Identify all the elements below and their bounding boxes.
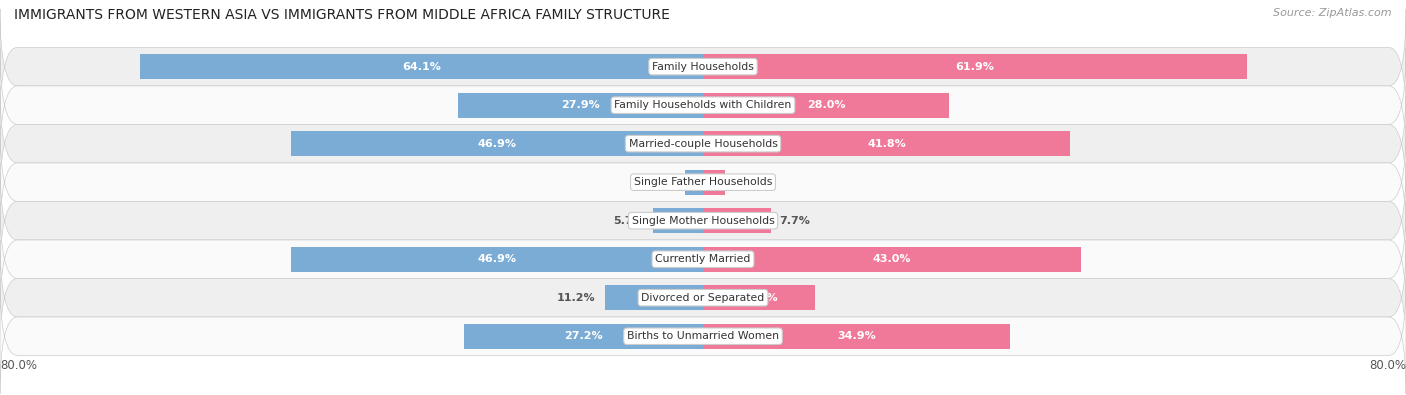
Text: 80.0%: 80.0% — [0, 359, 37, 372]
Text: 2.1%: 2.1% — [645, 177, 676, 187]
Bar — [139, 54, 703, 79]
Text: Family Households: Family Households — [652, 62, 754, 71]
Text: 46.9%: 46.9% — [478, 139, 516, 149]
Bar — [703, 54, 1247, 79]
Text: 7.7%: 7.7% — [779, 216, 810, 226]
FancyBboxPatch shape — [0, 86, 1406, 201]
Text: 64.1%: 64.1% — [402, 62, 441, 71]
Bar — [703, 285, 814, 310]
Bar — [703, 208, 770, 233]
Bar — [703, 170, 725, 195]
FancyBboxPatch shape — [0, 163, 1406, 278]
FancyBboxPatch shape — [0, 9, 1406, 124]
FancyBboxPatch shape — [0, 201, 1406, 317]
Text: Single Father Households: Single Father Households — [634, 177, 772, 187]
Bar — [703, 93, 949, 118]
Text: Single Mother Households: Single Mother Households — [631, 216, 775, 226]
Bar — [685, 170, 703, 195]
Text: Divorced or Separated: Divorced or Separated — [641, 293, 765, 303]
Text: 12.7%: 12.7% — [740, 293, 778, 303]
Text: 80.0%: 80.0% — [1369, 359, 1406, 372]
Text: 46.9%: 46.9% — [478, 254, 516, 264]
FancyBboxPatch shape — [0, 240, 1406, 356]
Text: 43.0%: 43.0% — [873, 254, 911, 264]
FancyBboxPatch shape — [0, 278, 1406, 394]
Text: 28.0%: 28.0% — [807, 100, 845, 110]
Text: Family Households with Children: Family Households with Children — [614, 100, 792, 110]
Text: IMMIGRANTS FROM WESTERN ASIA VS IMMIGRANTS FROM MIDDLE AFRICA FAMILY STRUCTURE: IMMIGRANTS FROM WESTERN ASIA VS IMMIGRAN… — [14, 8, 669, 22]
Bar — [703, 247, 1081, 272]
Text: 27.9%: 27.9% — [561, 100, 600, 110]
Text: 2.5%: 2.5% — [734, 177, 765, 187]
FancyBboxPatch shape — [0, 124, 1406, 240]
Text: 34.9%: 34.9% — [837, 331, 876, 341]
Bar — [652, 208, 703, 233]
Legend: Immigrants from Western Asia, Immigrants from Middle Africa: Immigrants from Western Asia, Immigrants… — [481, 394, 925, 395]
Bar — [703, 131, 1070, 156]
Text: 41.8%: 41.8% — [868, 139, 905, 149]
Bar — [464, 324, 703, 349]
Text: Married-couple Households: Married-couple Households — [628, 139, 778, 149]
Text: Source: ZipAtlas.com: Source: ZipAtlas.com — [1274, 8, 1392, 18]
Bar — [458, 93, 703, 118]
Text: 11.2%: 11.2% — [557, 293, 596, 303]
Bar — [291, 247, 703, 272]
Text: Births to Unmarried Women: Births to Unmarried Women — [627, 331, 779, 341]
Text: Currently Married: Currently Married — [655, 254, 751, 264]
Text: 5.7%: 5.7% — [613, 216, 644, 226]
Bar — [291, 131, 703, 156]
Bar — [703, 324, 1010, 349]
Text: 27.2%: 27.2% — [564, 331, 603, 341]
FancyBboxPatch shape — [0, 47, 1406, 163]
Bar — [605, 285, 703, 310]
Text: 61.9%: 61.9% — [956, 62, 994, 71]
